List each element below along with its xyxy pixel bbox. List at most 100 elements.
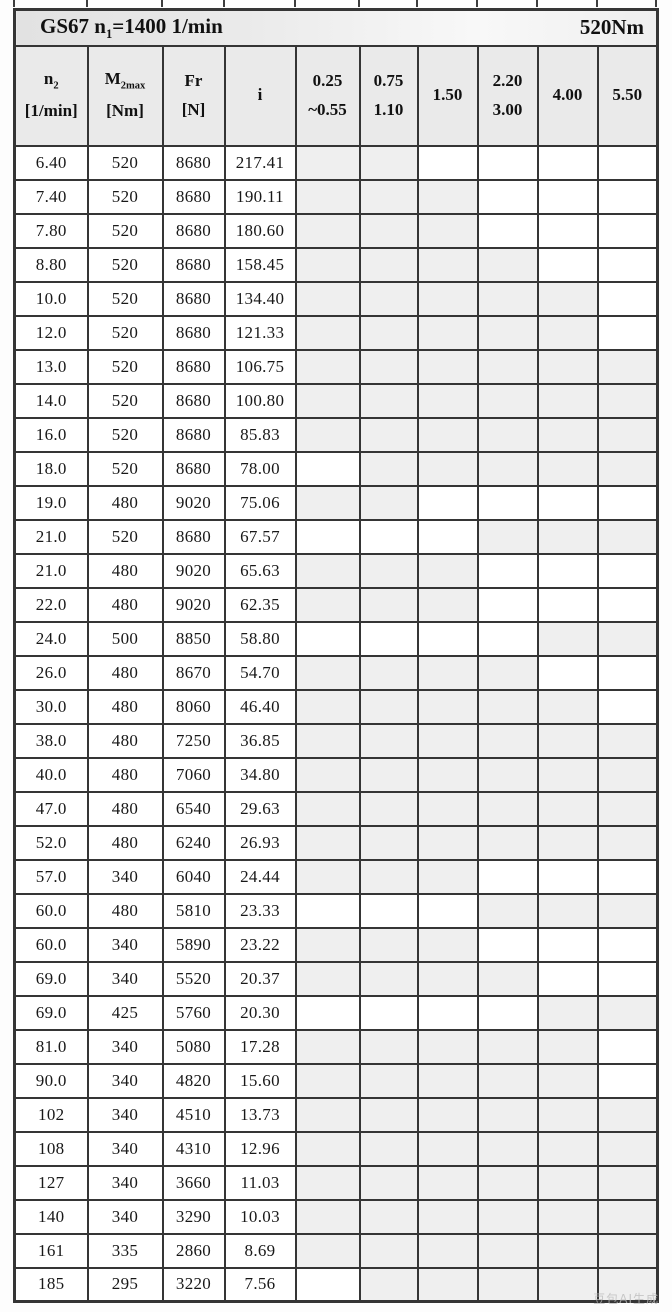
ratio-cell-available [476, 790, 539, 827]
cell-m2max: 520 [86, 450, 164, 487]
ratio-cell-available [476, 756, 539, 793]
cell-fr: 6040 [161, 858, 226, 895]
cell-m2max: 520 [86, 280, 164, 317]
ratio-cell-empty [596, 212, 659, 249]
table-row: 52.0 480 6240 26.93 [13, 824, 659, 861]
ratio-cell-empty [596, 654, 659, 691]
ratio-cell-available [476, 450, 539, 487]
table-row: 102 340 4510 13.73 [13, 1096, 659, 1133]
cell-m2max: 425 [86, 994, 164, 1031]
ratio-cell-available [596, 756, 659, 793]
ratio-cell-available [294, 960, 361, 997]
ratio-cell-empty [476, 178, 539, 215]
ratio-cell-empty [596, 552, 659, 589]
ratio-cell-empty [536, 246, 599, 283]
cell-n2: 57.0 [13, 858, 89, 895]
table-row: 26.0 480 8670 54.70 [13, 654, 659, 691]
ratio-cell-available [358, 416, 419, 453]
ratio-cell-empty [536, 552, 599, 589]
cell-n2: 21.0 [13, 518, 89, 555]
ratio-cell-available [294, 790, 361, 827]
ratio-cell-available [416, 688, 479, 725]
table-row: 21.0 480 9020 65.63 [13, 552, 659, 589]
ratio-cell-empty [416, 144, 479, 181]
ratio-cell-available [596, 1266, 659, 1303]
ratio-cell-available [596, 790, 659, 827]
ratio-cell-available [358, 314, 419, 351]
cell-i: 100.80 [223, 382, 297, 419]
ratio-cell-empty [596, 1028, 659, 1065]
ratio-cell-available [536, 824, 599, 861]
cell-fr: 8680 [161, 450, 226, 487]
ratio-cell-available [294, 1096, 361, 1133]
ratio-cell-available [536, 688, 599, 725]
ratio-cell-available [596, 1164, 659, 1201]
ratio-cell-available [358, 688, 419, 725]
column-border-tick [223, 0, 225, 7]
ratio-cell-available [416, 654, 479, 691]
ratio-cell-available [358, 1198, 419, 1235]
cell-fr: 8680 [161, 280, 226, 317]
col-header-m2max: M2max [Nm] [86, 44, 164, 147]
table-row: 108 340 4310 12.96 [13, 1130, 659, 1167]
cell-i: 106.75 [223, 348, 297, 385]
cell-i: 12.96 [223, 1130, 297, 1167]
ratio-cell-available [416, 552, 479, 589]
ratio-cell-empty [358, 620, 419, 657]
cell-i: 180.60 [223, 212, 297, 249]
ratio-cell-available [536, 1266, 599, 1303]
ratio-cell-available [294, 756, 361, 793]
ratio-cell-available [416, 960, 479, 997]
table-row: 6.40 520 8680 217.41 [13, 144, 659, 181]
ratio-cell-available [294, 586, 361, 623]
cell-i: 8.69 [223, 1232, 297, 1269]
table-row: 140 340 3290 10.03 [13, 1198, 659, 1235]
ratio-cell-empty [294, 994, 361, 1031]
cell-n2: 69.0 [13, 960, 89, 997]
ratio-cell-available [536, 892, 599, 929]
column-header-row: n2 [1/min] M2max [Nm] Fr [N] [13, 44, 659, 147]
cell-i: 17.28 [223, 1028, 297, 1065]
table-row: 18.0 520 8680 78.00 [13, 450, 659, 487]
cell-fr: 8680 [161, 348, 226, 385]
ratio-cell-available [596, 518, 659, 555]
col-header-n2: n2 [1/min] [13, 44, 89, 147]
ratio-cell-available [416, 1164, 479, 1201]
ratio-cell-available [358, 348, 419, 385]
ratio-cell-empty [596, 926, 659, 963]
ratio-cell-available [358, 212, 419, 249]
table-row: 10.0 520 8680 134.40 [13, 280, 659, 317]
ratio-cell-available [416, 1028, 479, 1065]
ratio-cell-available [358, 1062, 419, 1099]
cell-fr: 5080 [161, 1028, 226, 1065]
table-row: 60.0 340 5890 23.22 [13, 926, 659, 963]
ratio-cell-available [536, 1130, 599, 1167]
cell-n2: 30.0 [13, 688, 89, 725]
ratio-cell-empty [536, 178, 599, 215]
cell-n2: 19.0 [13, 484, 89, 521]
cell-i: 75.06 [223, 484, 297, 521]
ratio-cell-available [476, 892, 539, 929]
ratio-cell-available [536, 1062, 599, 1099]
column-border-tick [13, 0, 15, 7]
ratio-cell-available [294, 1028, 361, 1065]
ratio-cell-available [416, 926, 479, 963]
ratio-cell-available [416, 1096, 479, 1133]
cell-fr: 5810 [161, 892, 226, 929]
table-row: 40.0 480 7060 34.80 [13, 756, 659, 793]
ratio-cell-empty [294, 518, 361, 555]
table-row: 38.0 480 7250 36.85 [13, 722, 659, 759]
ratio-cell-available [294, 552, 361, 589]
ratio-cell-available [358, 960, 419, 997]
ratio-cell-available [294, 1062, 361, 1099]
ratio-cell-empty [294, 450, 361, 487]
ratio-cell-available [416, 1232, 479, 1269]
cell-fr: 9020 [161, 586, 226, 623]
table-row: 19.0 480 9020 75.06 [13, 484, 659, 521]
ratio-cell-available [294, 314, 361, 351]
ratio-cell-available [358, 586, 419, 623]
ratio-cell-available [294, 484, 361, 521]
cell-m2max: 520 [86, 416, 164, 453]
ratio-cell-empty [476, 484, 539, 521]
ratio-cell-empty [476, 994, 539, 1031]
